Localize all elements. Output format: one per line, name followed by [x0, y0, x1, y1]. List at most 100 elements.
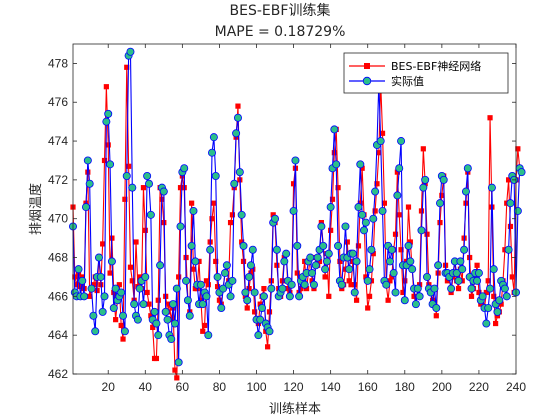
series-2-point — [285, 292, 294, 301]
series-1-point — [124, 64, 130, 70]
series-2-point — [291, 156, 300, 165]
series-2-point — [259, 292, 268, 301]
series-2-point — [208, 148, 217, 157]
series-1-point — [474, 262, 480, 268]
chart-subtitle: MAPE = 0.18729% — [215, 24, 346, 40]
series-2-point — [467, 284, 476, 293]
series-2-point — [352, 257, 361, 266]
series-1-point — [491, 293, 497, 299]
series-2-point — [404, 241, 413, 250]
series-1-point — [402, 278, 408, 284]
series-1-point — [405, 204, 412, 210]
series-2-point — [356, 160, 365, 169]
series-1-point — [363, 274, 369, 280]
series-1-point — [122, 196, 128, 202]
series-2-point — [385, 257, 394, 266]
series-1-point — [498, 301, 504, 307]
series-1-point — [255, 320, 261, 327]
series-2-point — [408, 265, 417, 274]
series-1-point — [483, 289, 489, 296]
series-2-point — [369, 214, 378, 223]
series-2-point — [211, 171, 220, 180]
series-2-point — [487, 183, 496, 192]
series-2-point — [367, 245, 376, 254]
x-tick-label: 120 — [284, 380, 304, 394]
series-1-point — [126, 163, 132, 169]
series-2-point — [348, 249, 357, 258]
series-1-point — [257, 301, 263, 307]
series-2-point — [81, 203, 90, 212]
series-1-point — [211, 200, 217, 206]
series-1-point — [329, 196, 336, 202]
series-1-point — [385, 297, 391, 303]
series-2-point — [393, 191, 402, 200]
legend-marker-series-2 — [362, 76, 372, 86]
series-1-point — [485, 278, 491, 284]
series-1-point — [103, 84, 109, 90]
series-2-point — [300, 280, 309, 289]
series-1-point — [344, 239, 350, 245]
x-tick-label: 140 — [321, 380, 341, 394]
series-1-point — [444, 278, 451, 284]
series-2-point — [326, 203, 335, 212]
series-2-point — [458, 265, 467, 274]
series-2-point — [254, 331, 263, 340]
series-1-point — [309, 278, 315, 284]
series-2-point — [122, 171, 131, 180]
series-1-point — [294, 270, 300, 276]
series-2-point — [432, 303, 441, 312]
series-1-point — [437, 219, 443, 226]
chart-title: BES-EBF训练集 — [230, 2, 331, 19]
series-1-point — [326, 293, 332, 299]
series-2-point — [189, 206, 198, 215]
series-2-point — [421, 175, 430, 184]
series-1-point — [127, 264, 134, 270]
series-2-point — [91, 327, 100, 336]
series-2-point — [513, 206, 522, 215]
series-1-point — [316, 258, 323, 265]
series-2-point — [378, 206, 387, 215]
series-2-point — [391, 288, 400, 297]
series-1-point — [420, 146, 426, 152]
series-2-point — [219, 284, 228, 293]
series-2-point — [152, 319, 161, 328]
y-tick-label: 468 — [48, 251, 68, 265]
series-1-point — [433, 313, 439, 319]
series-2 — [69, 47, 526, 367]
series-1-point — [90, 282, 96, 288]
series-2-point — [143, 171, 152, 180]
series-1-point — [507, 223, 514, 230]
series-1-point — [328, 227, 334, 233]
series-2-point — [271, 214, 280, 223]
series-2-point — [146, 210, 155, 219]
series-2-point — [169, 300, 178, 309]
series-2-point — [174, 358, 183, 367]
series-2-point — [337, 280, 346, 289]
series-2-point — [180, 164, 189, 173]
series-2-point — [258, 303, 267, 312]
x-tick-label: 60 — [176, 380, 190, 394]
series-2-point — [461, 187, 470, 196]
series-1-point — [407, 239, 413, 245]
x-tick-label: 40 — [139, 380, 153, 394]
legend-marker-series-1 — [364, 63, 370, 69]
series-1-point — [398, 247, 404, 253]
series-2-point — [397, 137, 406, 146]
series-2-point — [104, 109, 113, 118]
series-2-point — [350, 288, 359, 297]
series-2-point — [256, 315, 265, 324]
series-2-point — [119, 311, 128, 320]
series-1-point — [515, 146, 521, 152]
series-1-point — [74, 282, 80, 288]
series-2-point — [423, 272, 432, 281]
series-1-point — [418, 208, 425, 214]
series-2-point — [506, 199, 515, 208]
series-1-point — [203, 278, 210, 284]
ticks-layer: 20 40 60 80 100 120 140 160 180 200 220 240 462 464 46… — [48, 44, 526, 394]
series-2-point — [109, 303, 118, 312]
series-1-point — [424, 231, 430, 237]
series-1-point — [370, 251, 376, 257]
series-2-point — [306, 253, 315, 262]
series-2-point — [245, 272, 254, 281]
series-2-point — [196, 280, 205, 289]
